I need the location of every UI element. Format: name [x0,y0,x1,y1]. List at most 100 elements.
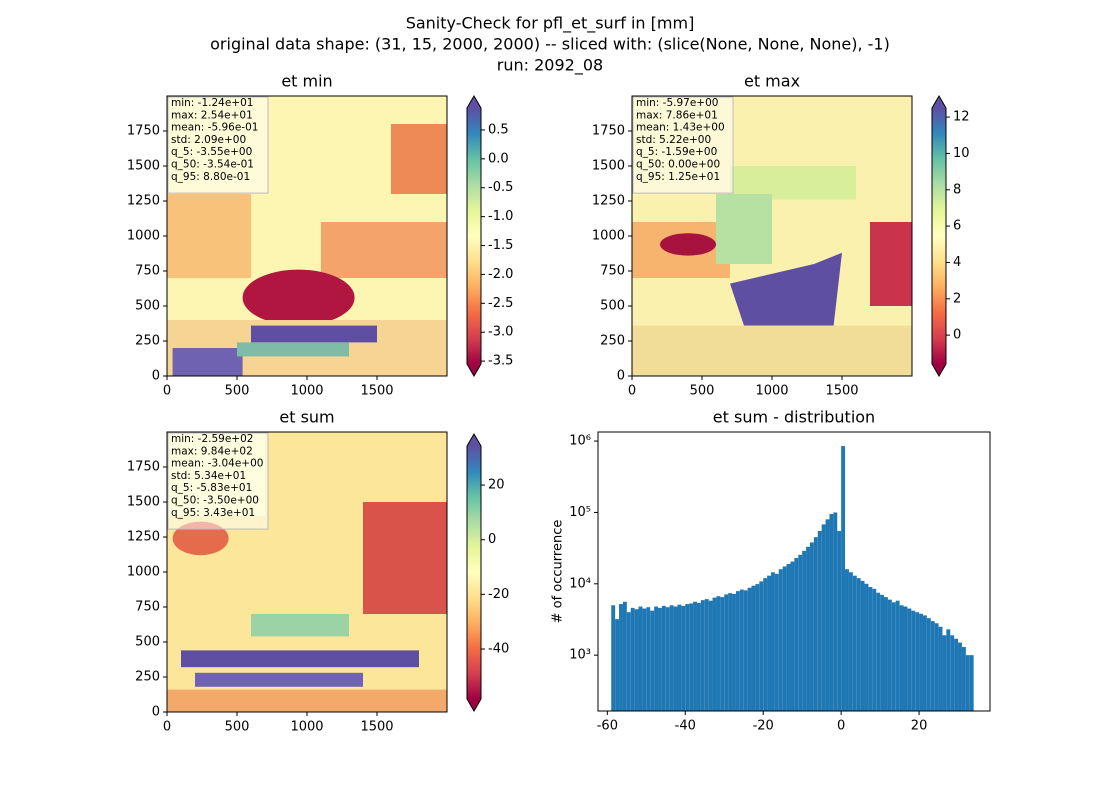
histogram-bar [848,572,853,711]
stats-line: mean: 1.43e+00 [636,122,725,134]
y-tick-label: 250 [135,334,160,349]
field-patch [391,124,447,194]
y-tick-label: 1250 [127,530,160,545]
y-tick-label: 1250 [127,194,160,209]
histogram-bar [884,597,888,711]
colorbar-extend [467,699,481,711]
colorbar-extend [932,96,946,108]
histogram-bar [950,635,955,711]
colorbar-tick-label: 10 [953,146,970,161]
suptitle: Sanity-Check for pfl_et_surf in [mm] [406,14,695,34]
stats-line: std: 2.09e+00 [171,134,246,146]
histogram-bar [852,575,857,711]
field-patch [242,269,355,326]
y-tick-label: 250 [600,334,625,349]
colorbar-frame [466,95,482,377]
stats-box [632,96,734,194]
y-tick-label: 1750 [127,460,160,475]
histogram-bar [922,615,927,711]
x-tick-label: 0 [163,384,171,399]
colorbar [467,108,481,364]
colorbar-tick-label: -0.5 [488,180,513,195]
histogram-bar [767,575,772,711]
histogram-bar [868,587,873,711]
colorbar-tick-label: 6 [953,219,961,234]
histogram-bar [919,613,923,711]
histogram-bar [693,601,697,711]
histogram-bar [739,589,744,711]
histogram-bar [615,619,620,711]
histogram-bar [646,607,651,711]
y-tick-label: 1500 [127,495,160,510]
colorbar-extend [467,96,481,108]
histogram-bar [611,605,616,711]
y-tick-label: 0 [152,705,160,720]
stats-line: std: 5.34e+01 [171,470,246,482]
histogram-bar [626,612,631,711]
colorbar-frame [931,95,947,377]
histogram-bar [938,626,943,711]
x-tick-label: -60 [597,719,618,734]
x-tick-label: 0 [628,384,636,399]
histogram-bar [771,572,775,711]
y-tick-label: 1750 [592,124,625,139]
histogram-bar [642,608,647,711]
histogram-bar [622,601,627,711]
histogram-bar [887,599,892,711]
x-tick-label: 1500 [825,384,858,399]
y-tick-label: 750 [135,264,160,279]
suptitle: original data shape: (31, 15, 2000, 2000… [210,35,890,54]
x-tick-label: 20 [911,719,928,734]
histogram-bar [926,618,931,711]
colorbar-tick-label: -3.5 [488,354,513,369]
histogram-bar [650,610,655,711]
stats-line: q_50: -3.54e-01 [171,159,254,171]
histogram-bar [942,635,947,711]
histogram-bar [700,600,705,711]
stats-line: q_5: -5.83e+01 [171,482,252,494]
colorbar-tick-label: 0 [953,328,961,343]
histogram-bar [747,587,752,711]
histogram-bar [891,602,896,711]
colorbar [467,446,481,699]
stats-line: std: 5.22e+00 [636,134,711,146]
histogram-bar [930,621,935,711]
colorbar-tick-label: -2.5 [488,296,513,311]
y-tick-label: 1750 [127,124,160,139]
histogram-bar [872,588,877,711]
y-tick-label: 10³ [569,648,591,663]
colorbar-tick-label: -40 [488,642,509,657]
y-tick-label: 10⁶ [569,434,591,449]
histogram-bar [825,519,830,711]
field-patch [167,194,251,278]
histogram-bar [798,554,803,711]
y-tick-label: 750 [135,600,160,615]
histogram-bar [755,584,760,711]
y-tick-label: 1000 [127,229,160,244]
histogram-bar [899,605,904,711]
colorbar-tick-label: -20 [488,587,509,602]
y-axis-label: # of occurrence [551,520,566,624]
field-patch [172,348,243,376]
histogram-bar [821,524,826,711]
histogram-bar [829,514,834,711]
stats-box [167,96,269,194]
colorbar-tick-label: -1.0 [488,209,513,224]
stats-line: q_95: 8.80e-01 [171,171,250,183]
field-patch [632,325,912,376]
histogram-bar [685,604,690,711]
axes-title: et max [744,72,800,91]
histogram-bar [716,596,721,711]
histogram-bar [946,629,951,711]
y-tick-label: 1000 [592,229,625,244]
field-patch [172,521,229,556]
x-tick-label: -40 [675,719,696,734]
histogram-bar [732,593,736,711]
y-tick-label: 10⁴ [569,576,591,591]
colorbar-tick-label: 0.5 [488,122,509,137]
histogram-bar [961,647,966,711]
x-tick-label: 1500 [360,384,393,399]
axes-title: et sum - distribution [713,408,875,427]
stats-line: min: -2.59e+02 [171,433,253,445]
histogram-bar [934,623,939,711]
